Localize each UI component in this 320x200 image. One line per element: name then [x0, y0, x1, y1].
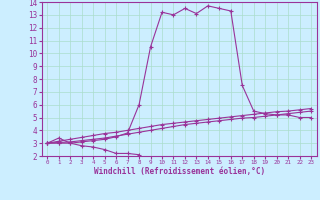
X-axis label: Windchill (Refroidissement éolien,°C): Windchill (Refroidissement éolien,°C) [94, 167, 265, 176]
